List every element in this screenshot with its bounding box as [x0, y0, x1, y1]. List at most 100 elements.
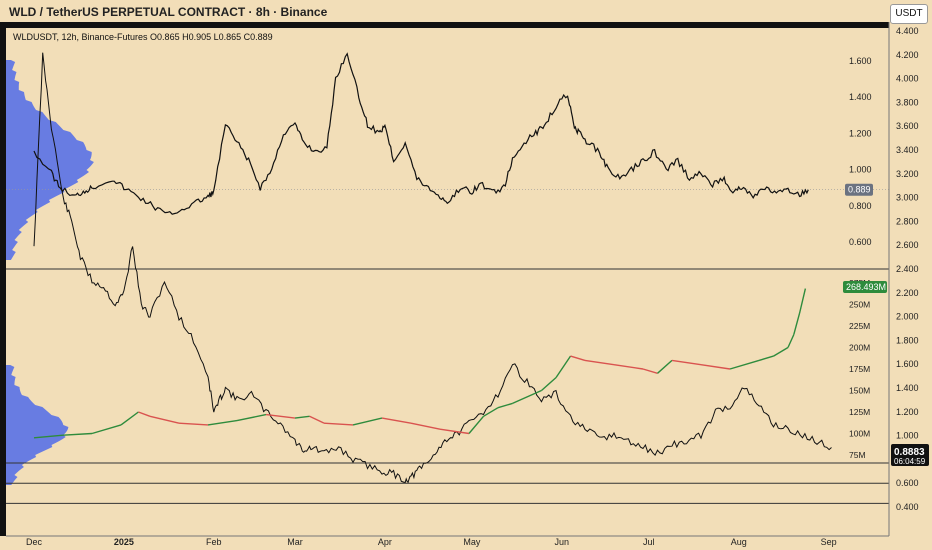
right-axis-tick: 2.200: [896, 288, 919, 298]
right-axis-tick: 4.200: [896, 50, 919, 60]
upper-price-series: [33, 52, 809, 215]
open-interest-segment: [671, 359, 702, 366]
oi-axis-tick: 100M: [849, 429, 870, 439]
volume-profile-upper: [6, 60, 94, 260]
open-interest-segment: [584, 359, 615, 366]
open-interest-segment: [512, 389, 542, 405]
right-axis-tick: 3.800: [896, 97, 919, 107]
open-interest-segment: [120, 411, 139, 426]
open-interest-segment: [178, 422, 209, 426]
time-axis-tick: Feb: [206, 537, 222, 547]
right-axis-tick: 3.600: [896, 121, 919, 131]
oi-axis-tick: 250M: [849, 300, 870, 310]
right-axis-tick: 3.400: [896, 145, 919, 155]
open-interest-segment: [555, 355, 572, 378]
right-axis-tick: 2.000: [896, 312, 919, 322]
time-axis-tick: Aug: [731, 537, 747, 547]
open-interest-segment: [33, 434, 64, 439]
right-axis-tick: 2.600: [896, 240, 919, 250]
open-interest-segment: [793, 312, 801, 335]
open-interest-segment: [410, 422, 441, 430]
open-interest-segment: [236, 413, 267, 422]
open-interest-segment: [798, 288, 807, 314]
right-axis-tick: 4.400: [896, 26, 919, 36]
right-axis-tick: 2.400: [896, 264, 919, 274]
time-axis-tick: Jul: [643, 537, 655, 547]
open-interest-badge-bg: [843, 281, 887, 293]
upper-axis-tick: 0.600: [849, 237, 872, 247]
right-axis-tick: 4.000: [896, 74, 919, 84]
lower-price-series: [33, 52, 832, 484]
upper-price-badge-text: 0.889: [848, 185, 871, 195]
time-axis-tick: May: [463, 537, 481, 547]
right-axis-tick: 0.400: [896, 502, 919, 512]
countdown-text: 06:04:59: [894, 457, 926, 466]
right-axis-tick: 0.600: [896, 478, 919, 488]
chart-title-bar: WLD / TetherUS PERPETUAL CONTRACT · 8h ·…: [0, 0, 932, 22]
open-interest-segment: [309, 415, 325, 424]
open-interest-segment: [642, 368, 658, 374]
open-interest-badge-text: 268.493M: [846, 282, 886, 292]
upper-axis-tick: 1.600: [849, 56, 872, 66]
right-price-axis: 4.400 4.200 4.000 3.800 3.600 3.400 3.200 3.000…: [896, 26, 919, 512]
upper-axis-tick: 1.200: [849, 128, 872, 138]
right-axis-tick: 3.200: [896, 169, 919, 179]
time-axis-tick: 2025: [114, 537, 134, 547]
right-axis-tick: 2.800: [896, 216, 919, 226]
horizontal-lines: [6, 22, 890, 537]
open-interest-segment: [541, 377, 557, 392]
open-interest-axis: 275M250M225M200M175M150M125M100M75M: [849, 278, 870, 460]
open-interest-segment: [207, 419, 238, 426]
open-interest-segment: [483, 407, 499, 417]
upper-axis-tick: 1.400: [849, 92, 872, 102]
open-interest-segment: [657, 359, 673, 374]
series-layer: [33, 52, 832, 484]
upper-price-badge: 0.889: [845, 183, 873, 196]
open-interest-segment: [294, 415, 310, 419]
oi-axis-tick: 125M: [849, 407, 870, 417]
right-axis-tick: 1.000: [896, 431, 919, 441]
open-interest-segment: [352, 417, 383, 426]
oi-axis-tick: 175M: [849, 364, 870, 374]
currency-button[interactable]: USDT: [890, 4, 928, 24]
right-axis-tick: 3.000: [896, 193, 919, 203]
open-interest-segment: [149, 415, 180, 424]
open-interest-segment: [570, 355, 586, 362]
right-axis-tick: 1.200: [896, 407, 919, 417]
open-interest-segment: [787, 334, 795, 348]
time-axis-tick: Dec: [26, 537, 43, 547]
last-price-badge: [891, 444, 929, 466]
upper-axis-tick: 0.800: [849, 201, 872, 211]
oi-axis-tick: 150M: [849, 386, 870, 396]
open-interest-segment: [62, 432, 93, 436]
volume-profile-lower: [6, 365, 69, 485]
time-axis: Dec 2025 Feb Mar Apr May Jun Jul Aug Sep: [26, 537, 837, 547]
symbol-legend: WLDUSDT, 12h, Binance-Futures O0.865 H0.…: [13, 32, 273, 42]
open-interest-badge: 268.493M: [843, 281, 887, 293]
open-interest-segment: [468, 415, 485, 434]
time-axis-tick: Jun: [555, 537, 570, 547]
last-price-badge-bg: [891, 444, 929, 466]
open-interest-segment: [265, 413, 296, 419]
oi-axis-tick: 200M: [849, 343, 870, 353]
open-interest-segment: [773, 346, 789, 357]
last-price-text: 0.8883: [894, 447, 925, 458]
upper-pane-axis: 1.600 1.400 1.200 1.000 0.800 0.600: [849, 56, 872, 247]
open-interest-segment: [758, 355, 774, 362]
left-border: [0, 22, 6, 536]
right-axis-tick: 1.800: [896, 335, 919, 345]
upper-price-badge-bg: [845, 183, 873, 196]
open-interest-segment: [91, 424, 122, 435]
time-axis-tick: Sep: [821, 537, 837, 547]
right-axis-tick: 1.400: [896, 383, 919, 393]
oi-axis-tick: 75M: [849, 450, 866, 460]
open-interest-segment: [700, 364, 731, 370]
open-interest-segment: [729, 359, 760, 370]
open-interest-segment: [613, 364, 644, 370]
volume-profiles: [6, 60, 94, 485]
open-interest-segment: [439, 428, 470, 435]
time-axis-tick: Mar: [287, 537, 303, 547]
right-axis-tick: 1.600: [896, 359, 919, 369]
